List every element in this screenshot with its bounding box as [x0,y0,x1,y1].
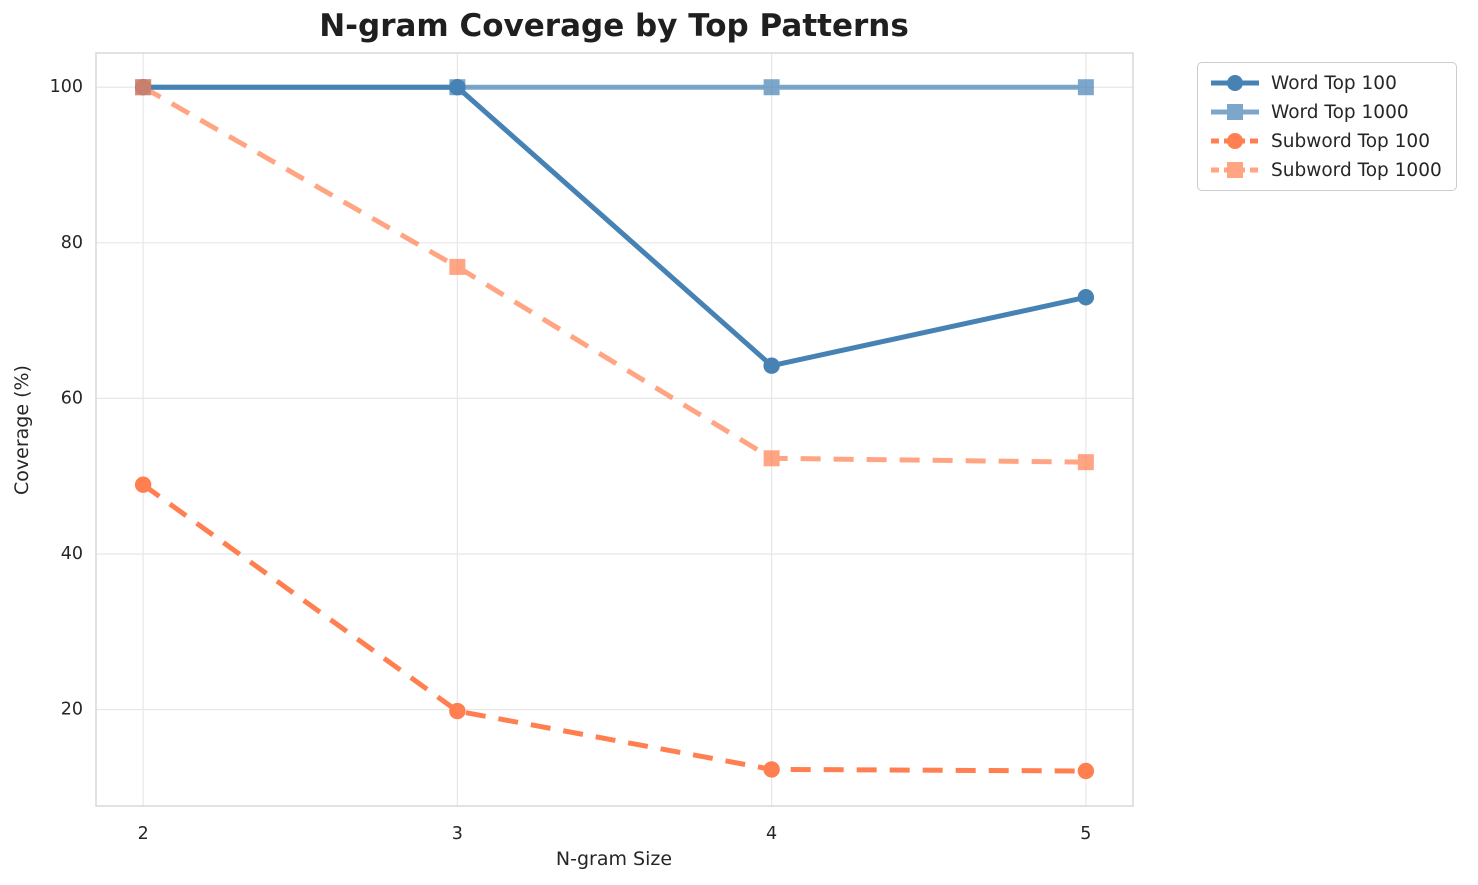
legend-label: Subword Top 1000 [1271,159,1442,181]
data-point-marker [1077,79,1094,96]
y-tick-label: 80 [61,233,83,253]
data-point-marker [763,79,780,96]
series-subword-top-100 [134,476,1095,780]
axes-spines [95,52,1134,807]
series-word-top-100 [134,79,1095,374]
x-axis-label: N-gram Size [555,848,673,870]
legend-line-sample [1211,133,1259,149]
legend-line-sample [1211,162,1259,178]
y-axis-label: Coverage (%) [11,365,33,495]
x-tick-label: 2 [138,824,149,844]
series-line [141,85,1086,465]
x-tick-label: 5 [1080,824,1091,844]
tick-labels: 20 40 60 80 100 2 3 4 5 [50,77,1092,844]
data-point-marker [1077,289,1095,306]
data-point-marker [449,79,466,96]
data-point-marker [449,258,466,275]
legend-item-word-top-100: Word Top 100 [1209,72,1442,94]
chart-title: N-gram Coverage by Top Patterns [319,8,909,44]
legend: Word Top 100 Word Top 1000 Subword Top 100… [1197,62,1457,191]
series-word-top-1000 [135,79,1094,96]
circle-marker-icon [1227,75,1243,91]
x-tick-label: 3 [452,824,463,844]
data-point-marker [763,761,780,778]
data-point-marker [1077,454,1094,471]
x-tick-label: 4 [766,824,777,844]
circle-marker-icon [1227,133,1243,149]
series-line [141,482,1086,774]
series-line [143,84,1087,369]
y-tick-label: 20 [61,700,83,720]
series-subword-top-1000 [135,79,1094,471]
legend-line-sample [1211,75,1259,91]
legend-line-sample [1211,104,1259,120]
square-marker-icon [1227,162,1243,178]
data-point-marker [763,450,780,467]
y-tick-label: 60 [61,388,83,408]
gridlines [96,53,1133,806]
legend-item-word-top-1000: Word Top 1000 [1209,101,1442,123]
data-point-marker [1077,762,1095,780]
legend-label: Word Top 100 [1271,72,1397,94]
data-point-marker [449,702,466,720]
y-tick-label: 100 [50,77,83,97]
legend-item-subword-top-1000: Subword Top 1000 [1209,159,1442,181]
data-point-marker [763,357,780,374]
data-point-marker [134,476,152,493]
legend-label: Subword Top 100 [1271,130,1430,152]
legend-item-subword-top-100: Subword Top 100 [1209,130,1442,152]
legend-label: Word Top 1000 [1271,101,1409,123]
y-tick-label: 40 [61,544,83,564]
square-marker-icon [1227,104,1243,120]
data-point-marker [135,79,152,96]
